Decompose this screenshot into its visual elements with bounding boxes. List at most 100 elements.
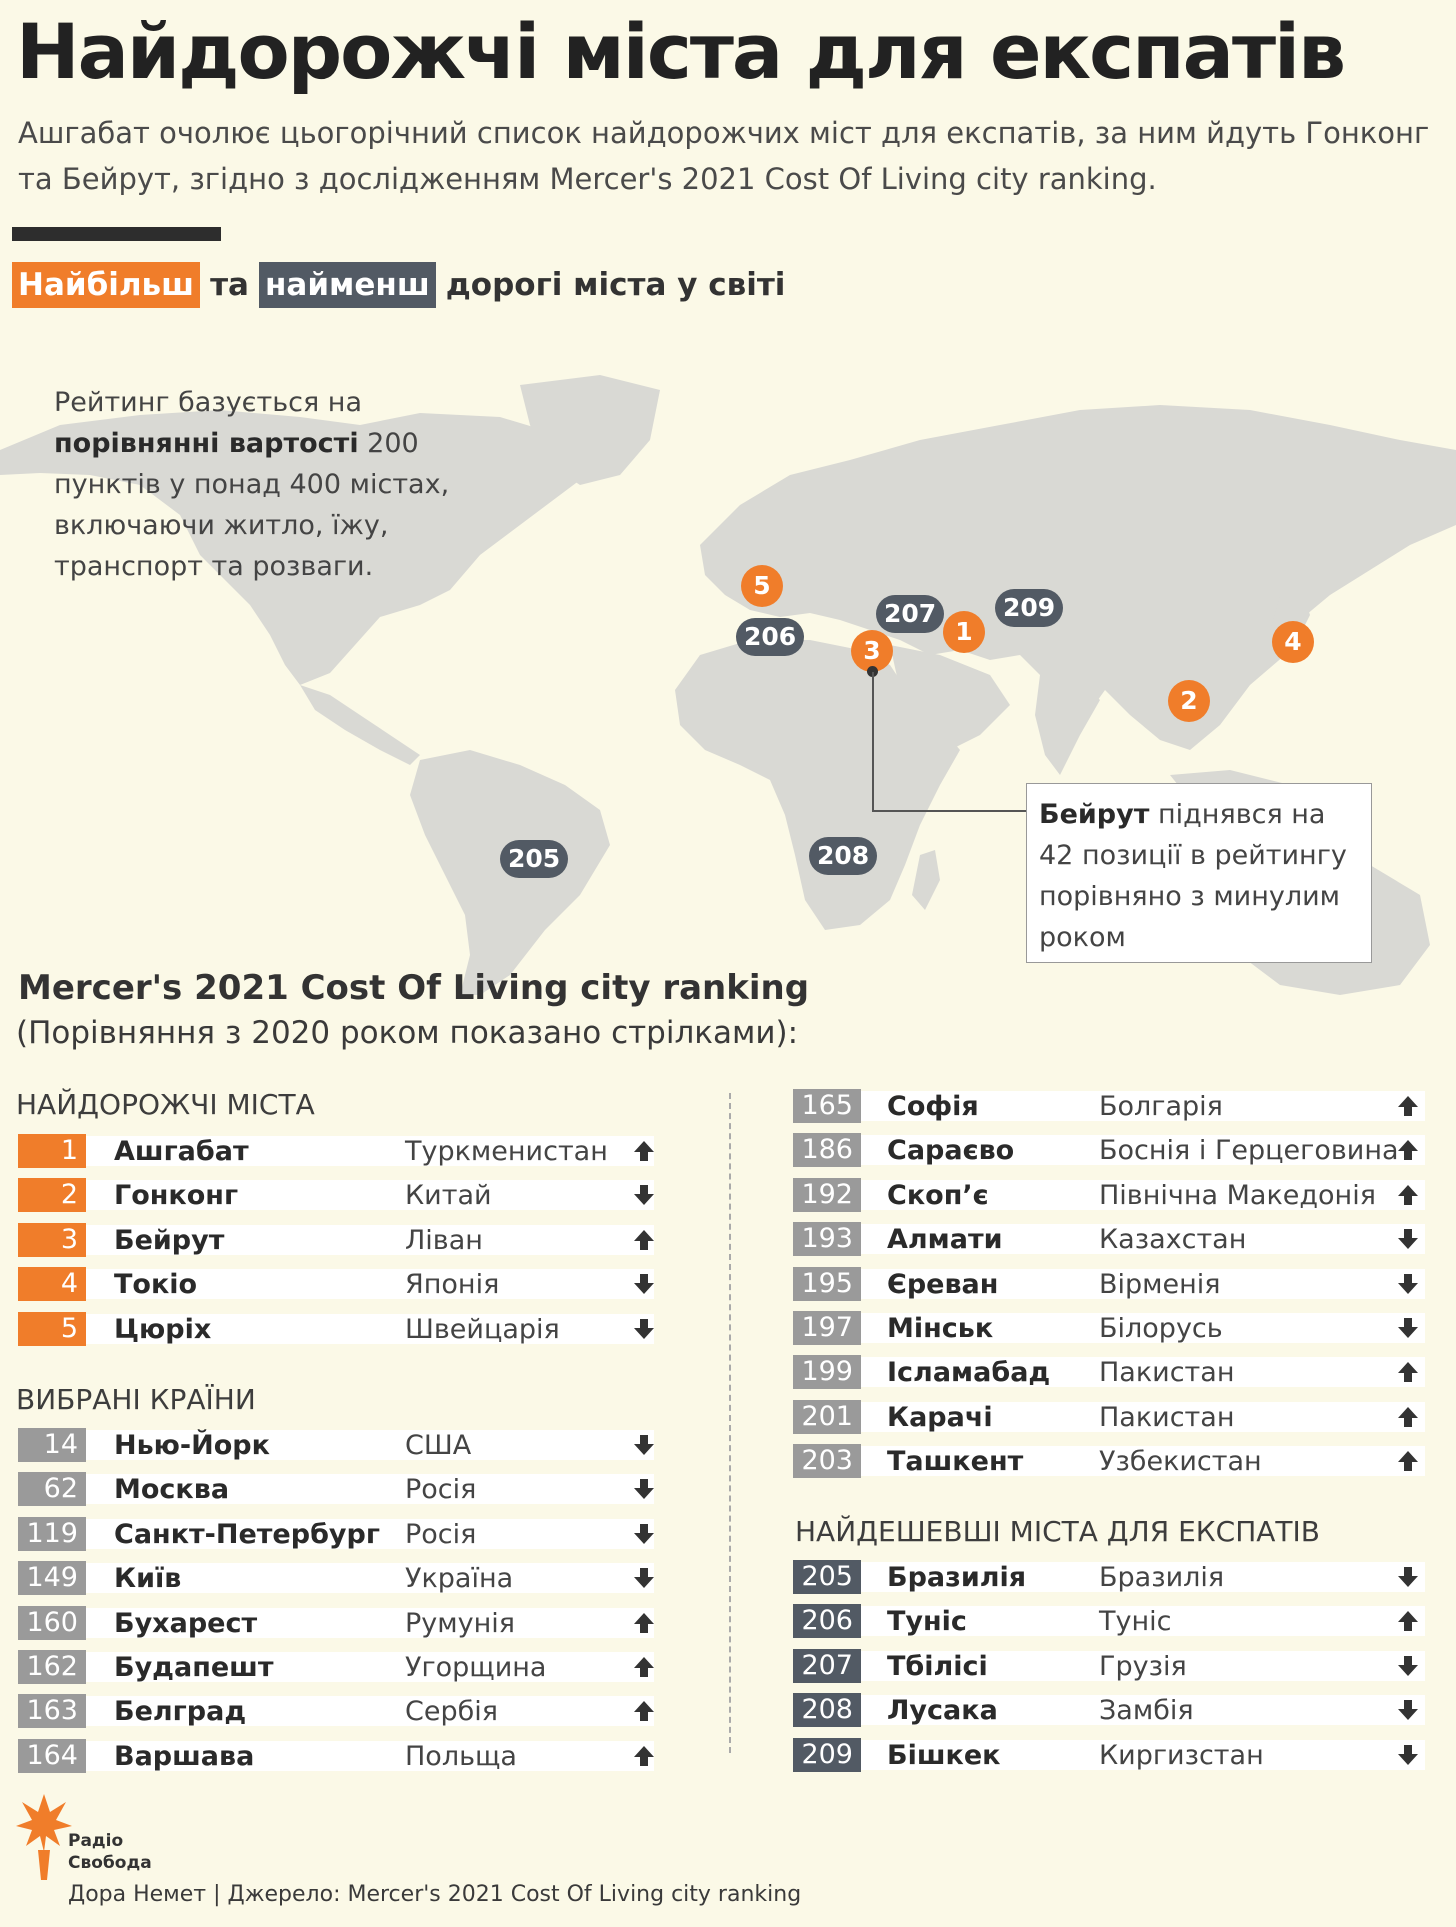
- city-name: Гонконг: [114, 1180, 239, 1212]
- city-name: Будапешт: [114, 1652, 274, 1683]
- table-row: 199 Ісламабад Пакистан: [793, 1355, 1425, 1390]
- country-name: Киргизстан: [1099, 1739, 1264, 1771]
- city-name: Ташкент: [887, 1446, 1024, 1478]
- map-legend: Найбільш та найменш дорогі міста у світі: [12, 262, 795, 308]
- country-name: Сербія: [405, 1696, 498, 1728]
- arrow-down-icon: [634, 1568, 654, 1589]
- greenland-shape: [520, 375, 660, 485]
- city-name: Белград: [114, 1696, 247, 1728]
- city-name: Київ: [114, 1563, 182, 1595]
- city-name: Софія: [887, 1091, 979, 1122]
- row-background: [793, 1695, 1425, 1726]
- map-pin-207: 207: [876, 595, 945, 633]
- radio-svoboda-logo: [16, 1794, 72, 1880]
- arrow-up-icon: [1398, 1451, 1418, 1472]
- row-background: [793, 1091, 1425, 1121]
- map-pin-1: 1: [943, 611, 985, 653]
- logo-text: Радіо Свобода: [68, 1831, 152, 1873]
- rank-badge: 149: [18, 1561, 86, 1596]
- rank-badge: 199: [793, 1355, 861, 1390]
- city-name: Скоп’є: [887, 1179, 989, 1211]
- city-name: Тбілісі: [887, 1650, 988, 1682]
- rank-badge: 162: [18, 1650, 86, 1684]
- north-america-shape: [0, 410, 600, 685]
- row-background: [18, 1563, 654, 1594]
- arrow-up-icon: [634, 1141, 654, 1161]
- table-row: 164 Варшава Польща: [18, 1738, 654, 1773]
- rank-badge: 163: [18, 1694, 86, 1729]
- table-row: 149 Київ Україна: [18, 1561, 654, 1596]
- map-pin-205: 205: [500, 840, 569, 878]
- rank-badge: 5: [18, 1311, 86, 1346]
- country-name: Росія: [405, 1518, 477, 1550]
- madagascar-shape: [912, 850, 940, 910]
- country-name: Північна Македонія: [1099, 1179, 1376, 1211]
- arrow-up-icon: [1398, 1611, 1418, 1632]
- table-row: 3 Бейрут Ліван: [18, 1222, 654, 1257]
- rank-badge: 119: [18, 1516, 86, 1551]
- rank-badge: 1: [18, 1134, 86, 1168]
- row-background: [18, 1224, 654, 1255]
- arrow-up-icon: [1398, 1362, 1418, 1383]
- country-name: Росія: [405, 1474, 477, 1506]
- india-shape: [1035, 675, 1100, 775]
- row-background: [793, 1135, 1425, 1166]
- row-background: [18, 1136, 654, 1166]
- rank-badge: 186: [793, 1133, 861, 1168]
- section-cheapest: НАЙДЕШЕВШІ МІСТА ДЛЯ ЕКСПАТІВ: [795, 1515, 1320, 1548]
- table-row: 14 Нью-Йорк США: [18, 1428, 654, 1462]
- callout-leader-line: [872, 672, 874, 812]
- row-background: [793, 1313, 1425, 1343]
- country-name: Україна: [405, 1563, 514, 1595]
- table-row: 192 Скоп’є Північна Македонія: [793, 1177, 1425, 1212]
- rank-badge: 206: [793, 1604, 861, 1639]
- table-row: 201 Карачі Пакистан: [793, 1399, 1425, 1434]
- rank-badge: 160: [18, 1605, 86, 1640]
- arrow-up-icon: [634, 1229, 654, 1250]
- country-name: Білорусь: [1099, 1313, 1223, 1344]
- city-name: Карачі: [887, 1401, 993, 1433]
- rank-badge: 14: [18, 1428, 86, 1462]
- central-america-shape: [300, 685, 420, 765]
- table-row: 207 Тбілісі Грузія: [793, 1648, 1425, 1683]
- country-name: Бразилія: [1099, 1562, 1225, 1593]
- arrow-down-icon: [1398, 1229, 1418, 1250]
- country-name: Ліван: [405, 1224, 483, 1256]
- arrow-up-icon: [1398, 1096, 1418, 1116]
- city-name: Мінськ: [887, 1313, 994, 1344]
- city-name: Санкт-Петербург: [114, 1518, 380, 1550]
- country-name: США: [405, 1430, 472, 1461]
- rank-badge: 164: [18, 1738, 86, 1773]
- table-row: 2 Гонконг Китай: [18, 1178, 654, 1213]
- arrow-down-icon: [634, 1479, 654, 1500]
- map-pin-206: 206: [736, 618, 805, 656]
- country-name: Туніс: [1099, 1606, 1172, 1638]
- arrow-down-icon: [1398, 1273, 1418, 1294]
- rank-badge: 193: [793, 1222, 861, 1257]
- table-row: 206 Туніс Туніс: [793, 1604, 1425, 1639]
- arrow-up-icon: [634, 1701, 654, 1722]
- ranking-subtitle: (Порівняння з 2020 роком показано стрілк…: [16, 1015, 799, 1051]
- table-row: 4 Токіо Японія: [18, 1267, 654, 1302]
- table-row: 62 Москва Росія: [18, 1472, 654, 1507]
- rank-badge: 197: [793, 1311, 861, 1345]
- arrow-up-icon: [634, 1612, 654, 1633]
- arrow-down-icon: [634, 1523, 654, 1544]
- arrow-up-icon: [634, 1745, 654, 1766]
- city-name: Цюріх: [114, 1313, 212, 1345]
- table-row: 163 Белград Сербія: [18, 1694, 654, 1729]
- row-background: [793, 1401, 1425, 1432]
- arrow-down-icon: [1398, 1567, 1418, 1587]
- city-name: Сараєво: [887, 1135, 1015, 1167]
- arrow-up-icon: [1398, 1406, 1418, 1427]
- arrow-up-icon: [1398, 1184, 1418, 1205]
- country-name: Угорщина: [405, 1652, 547, 1683]
- map-pin-5: 5: [741, 565, 783, 607]
- row-background: [18, 1518, 654, 1549]
- legend-least-label: найменш: [258, 262, 436, 308]
- city-name: Москва: [114, 1474, 230, 1506]
- table-row: 186 Сараєво Боснія і Герцеговина: [793, 1133, 1425, 1168]
- table-row: 197 Мінськ Білорусь: [793, 1311, 1425, 1345]
- row-background: [793, 1357, 1425, 1388]
- arrow-down-icon: [634, 1274, 654, 1295]
